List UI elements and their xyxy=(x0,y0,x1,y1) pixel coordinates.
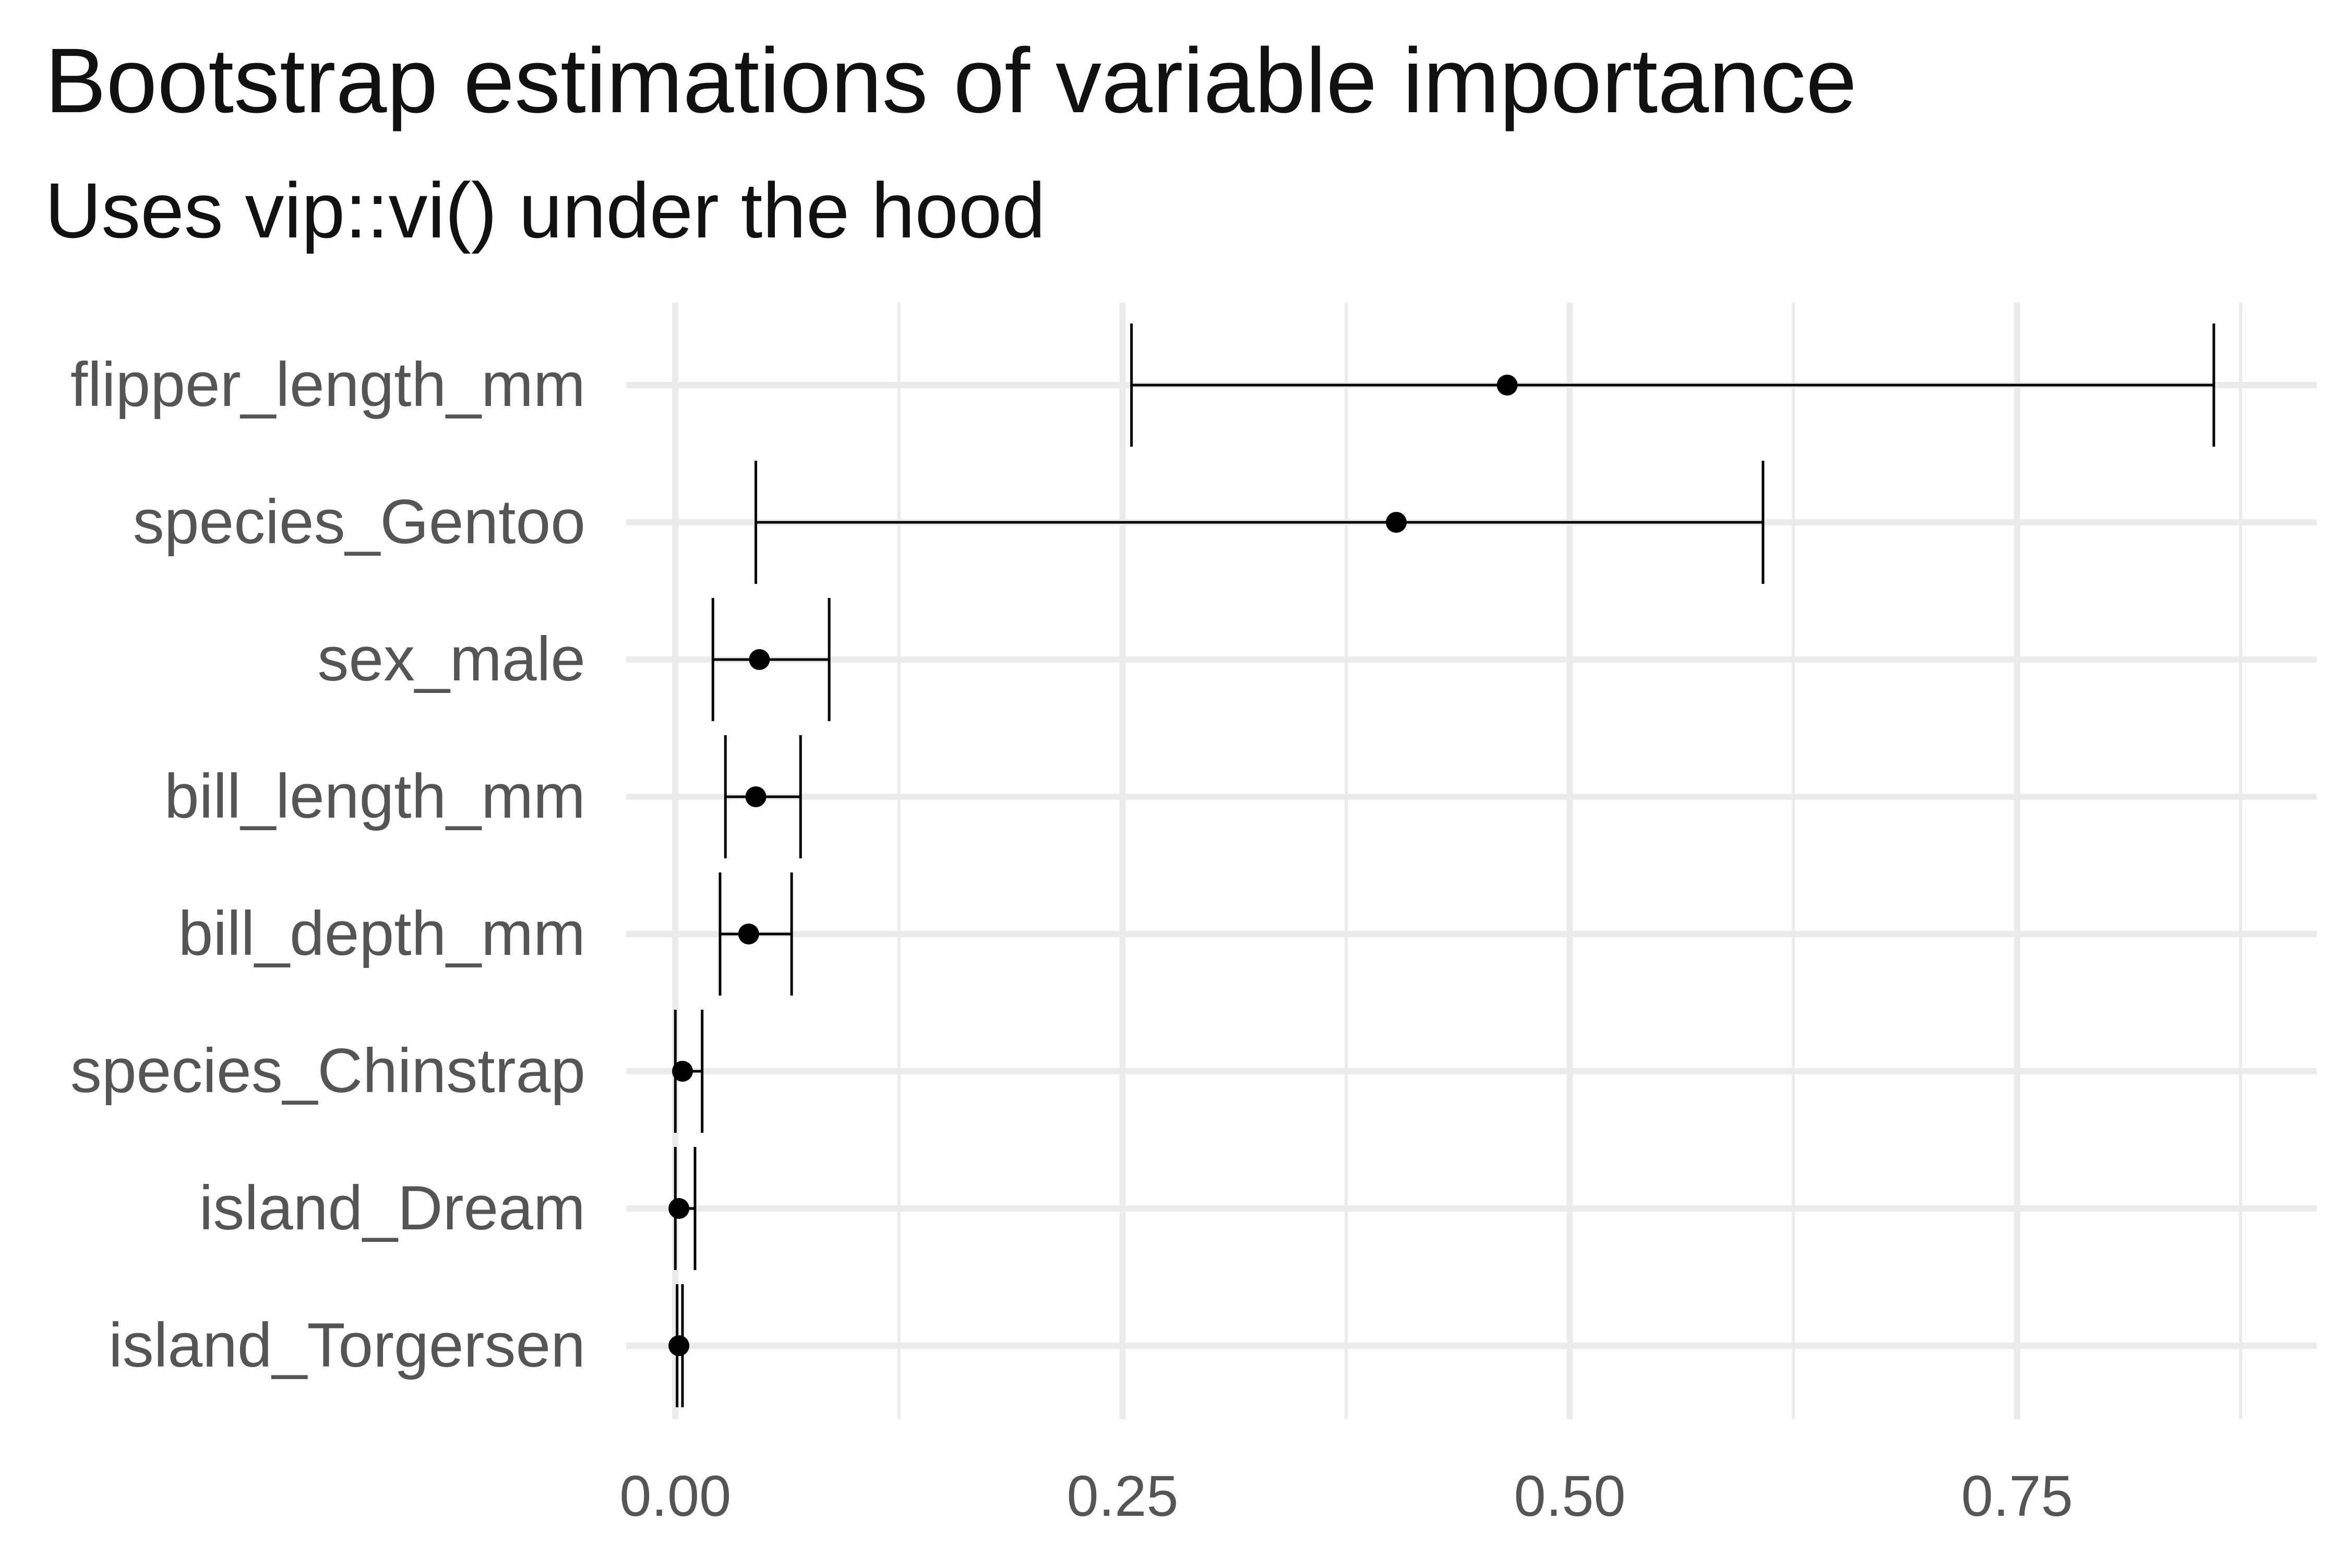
estimate-point xyxy=(668,1198,690,1219)
y-tick-label: flipper_length_mm xyxy=(70,350,585,420)
x-tick-labels: 0.00 0.25 0.50 0.75 xyxy=(619,1464,2073,1528)
y-tick-label: bill_depth_mm xyxy=(178,899,585,968)
estimate-point xyxy=(668,1335,690,1356)
estimate-point xyxy=(1496,375,1518,396)
estimate-point xyxy=(749,649,770,670)
y-tick-label: island_Torgersen xyxy=(109,1310,585,1380)
chart-subtitle: Uses vip::vi() under the hood xyxy=(45,166,1046,254)
estimate-point xyxy=(745,786,766,807)
error-bars xyxy=(674,324,2215,1407)
y-tick-label: species_Gentoo xyxy=(133,487,585,557)
y-tick-label: bill_length_mm xyxy=(164,761,585,831)
y-tick-label: sex_male xyxy=(317,624,585,694)
x-tick-label: 0.50 xyxy=(1514,1464,1626,1528)
chart-title: Bootstrap estimations of variable import… xyxy=(45,30,1857,132)
x-tick-label: 0.75 xyxy=(1961,1464,2073,1528)
x-tick-label: 0.00 xyxy=(619,1464,731,1528)
x-tick-label: 0.25 xyxy=(1067,1464,1178,1528)
y-tick-label: species_Chinstrap xyxy=(70,1036,585,1106)
estimate-point xyxy=(738,924,759,944)
estimate-point xyxy=(1386,512,1407,533)
estimate-point xyxy=(672,1061,693,1082)
grid xyxy=(626,303,2317,1419)
estimate-points xyxy=(668,375,1518,1356)
y-tick-label: island_Dream xyxy=(199,1173,585,1243)
y-tick-labels: flipper_length_mm species_Gentoo sex_maleb… xyxy=(70,350,585,1380)
